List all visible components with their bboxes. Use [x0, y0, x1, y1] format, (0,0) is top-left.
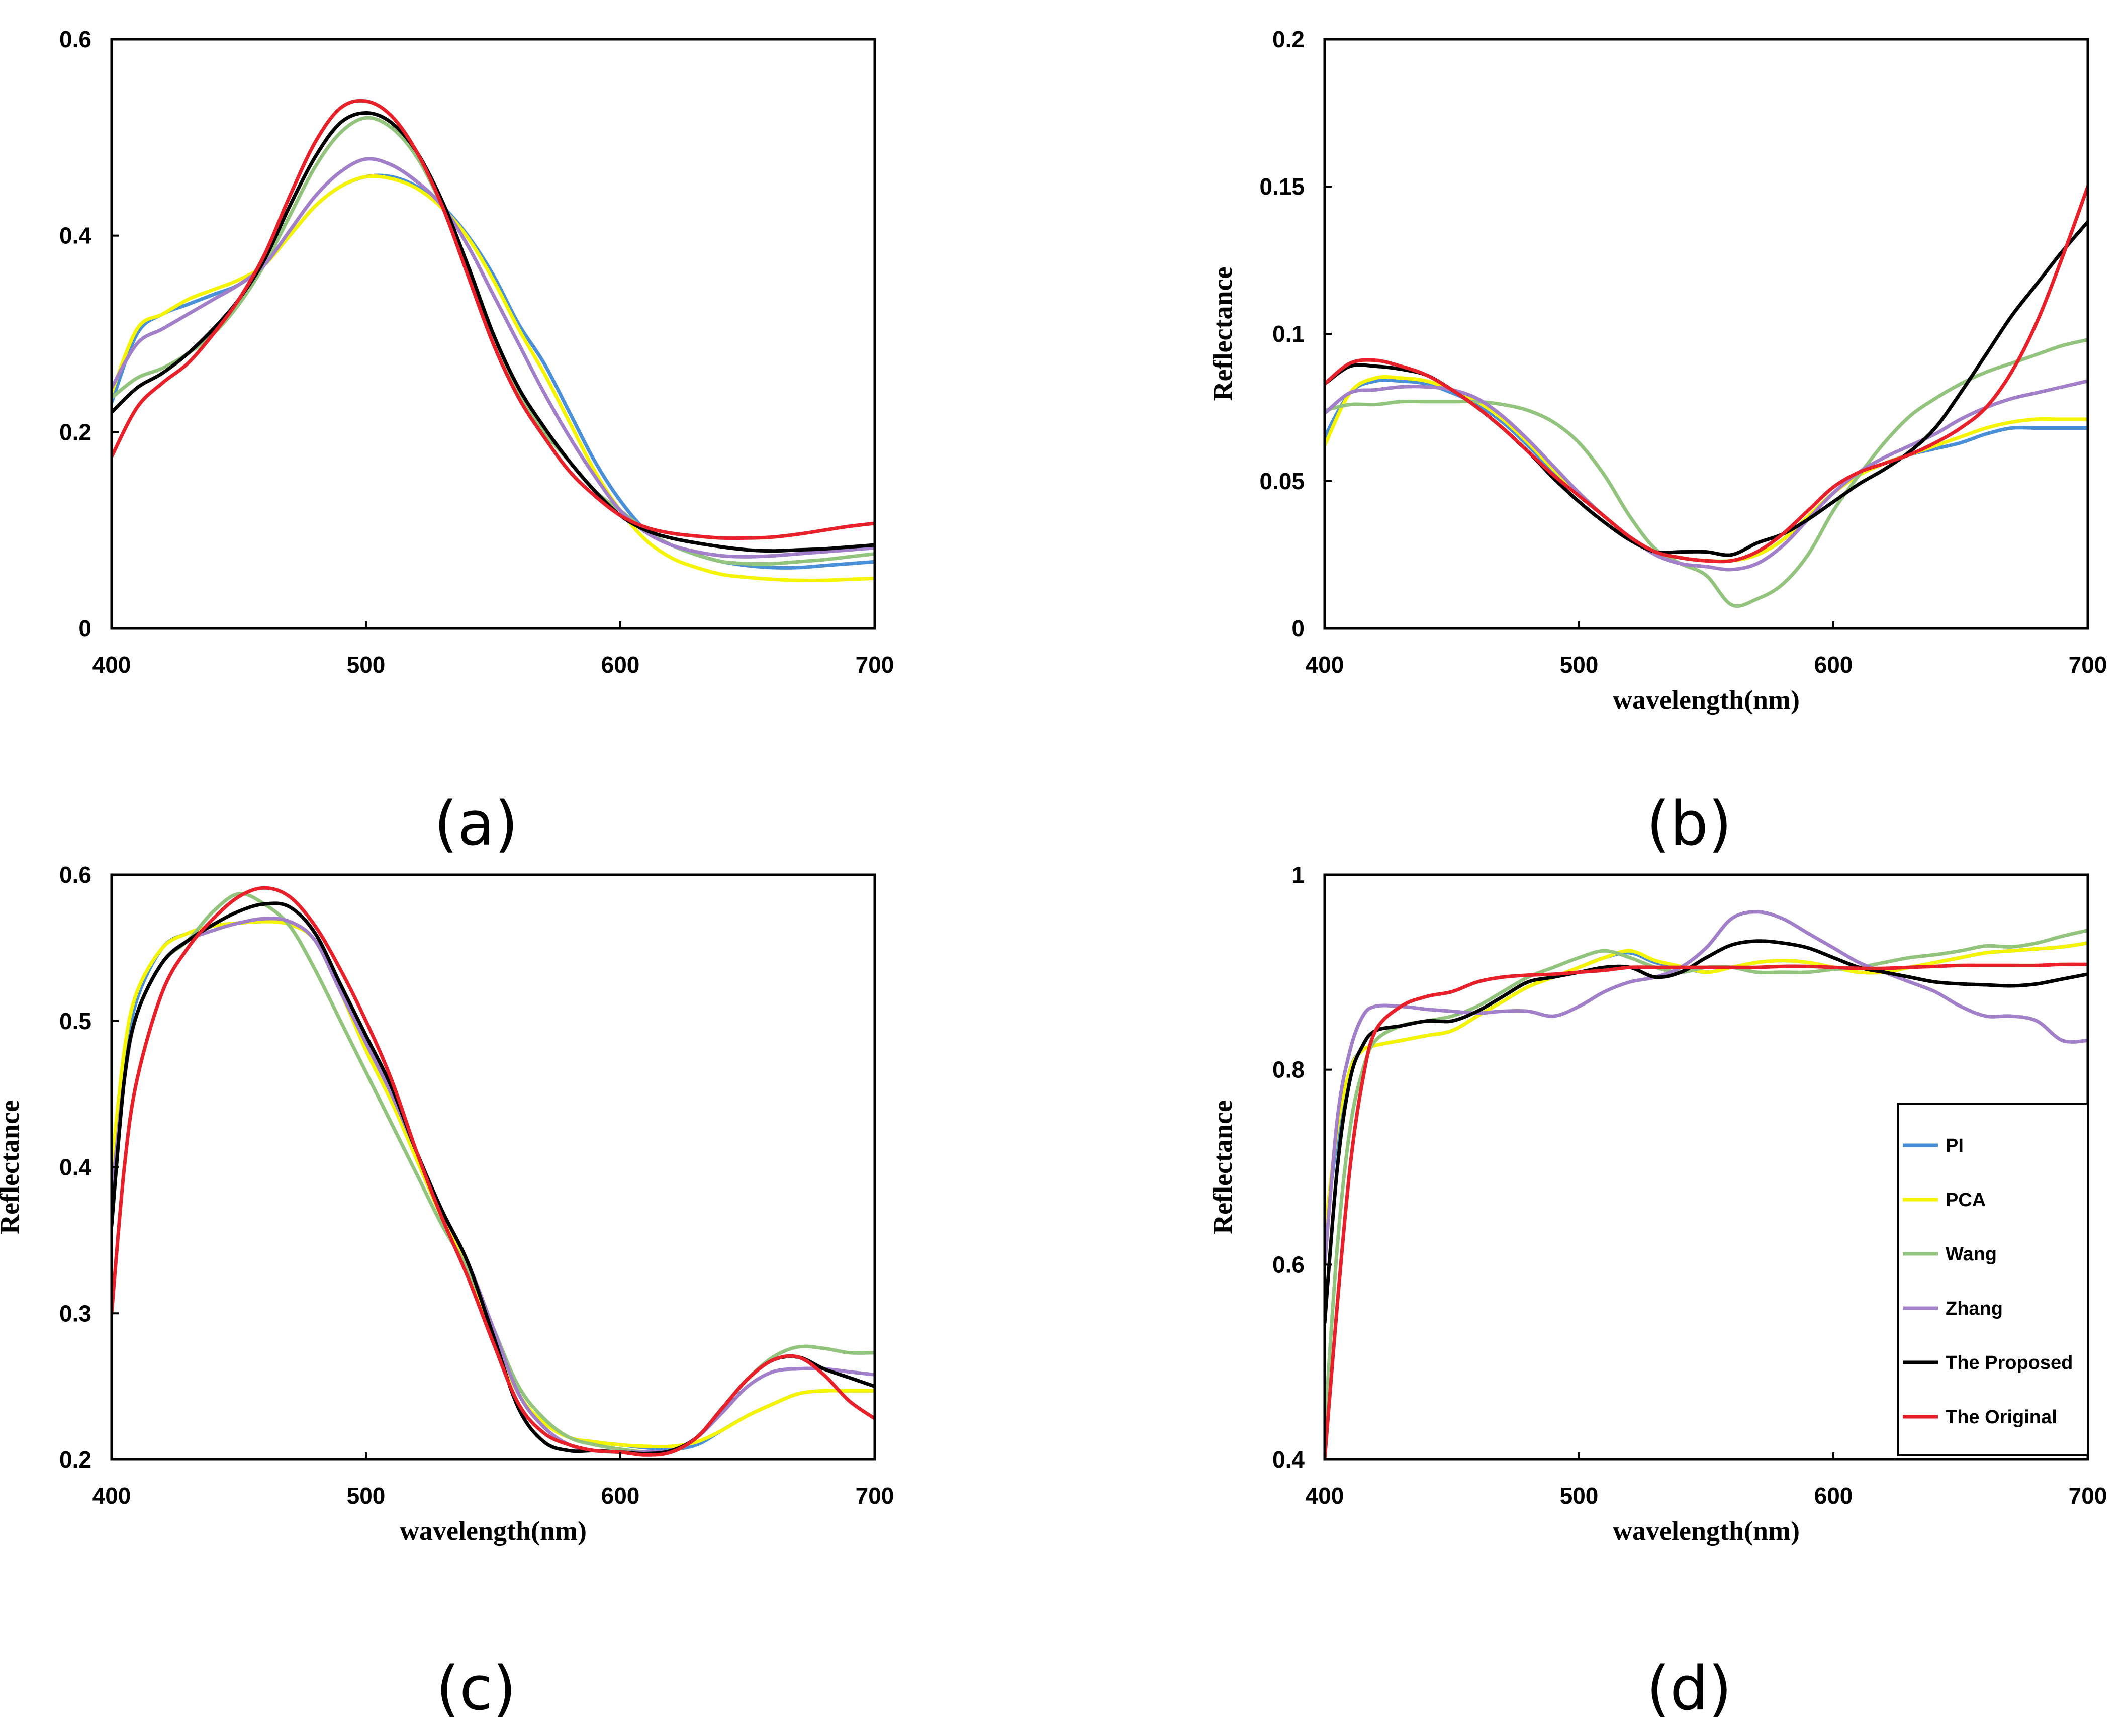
series-line-the-original	[112, 886, 875, 1457]
series-group	[112, 886, 875, 1457]
x-tick-label: 400	[1306, 652, 1344, 678]
y-tick-label: 0.5	[59, 1008, 91, 1034]
x-tick-label: 500	[347, 652, 386, 678]
y-axis-label: Reflectance	[1208, 267, 1238, 401]
series-line-the-proposed	[112, 901, 875, 1455]
y-tick-label: 0.2	[1272, 26, 1305, 52]
plot-frame	[110, 873, 876, 1461]
series-group	[112, 99, 875, 583]
panel-caption: (b)	[1646, 789, 1732, 859]
y-tick-label: 0	[1291, 615, 1305, 642]
plot-frame	[110, 38, 876, 630]
legend-label: PCA	[1946, 1190, 1986, 1211]
panel-caption: (a)	[434, 789, 518, 859]
panel-b: 400 500 600 700 0 0.05 0.1 0.15 0.2 wavelength(nm…	[1208, 26, 2107, 859]
y-tick-label: 0.05	[1259, 468, 1305, 494]
y-tick-label: 1	[1291, 862, 1305, 888]
x-tick-label: 600	[1814, 652, 1853, 678]
y-tick-label: 0.2	[59, 1446, 91, 1473]
x-tick-label: 400	[1306, 1483, 1344, 1509]
series-line-pca	[1325, 375, 2088, 563]
panel-caption: (c)	[436, 1654, 516, 1724]
y-tick-label: 0.6	[1272, 1251, 1305, 1277]
series-line-the-original	[112, 99, 875, 540]
series-line-the-original	[1325, 962, 2088, 1459]
series-line-wang	[1325, 338, 2088, 608]
panel-caption: (d)	[1646, 1654, 1732, 1724]
legend-label: Wang	[1946, 1244, 1997, 1265]
series-line-pca	[112, 174, 875, 583]
x-tick-label: 500	[1560, 1483, 1599, 1509]
y-axis-label: Reflectance	[1208, 1100, 1238, 1234]
y-tick-label: 0	[78, 615, 91, 642]
x-tick-label: 400	[92, 652, 131, 678]
x-tick-label: 700	[2069, 1483, 2107, 1509]
series-line-pi	[1325, 378, 2088, 563]
legend-label: PI	[1946, 1135, 1964, 1156]
y-tick-label: 0.6	[59, 26, 91, 52]
x-tick-label: 700	[856, 1483, 894, 1509]
plot-frame	[1323, 38, 2089, 630]
legend-box	[1897, 1103, 2089, 1456]
y-tick-label: 0.4	[1272, 1446, 1305, 1473]
y-tick-label: 0.8	[1272, 1057, 1305, 1083]
legend-label: Zhang	[1946, 1298, 2003, 1319]
y-tick-label: 0.1	[1272, 321, 1305, 347]
x-tick-label: 500	[1560, 652, 1599, 678]
series-line-pi	[112, 173, 875, 570]
x-axis-label: wavelength(nm)	[400, 1516, 587, 1546]
x-tick-label: 600	[1814, 1483, 1853, 1509]
y-axis-label: Reflectance	[0, 1100, 25, 1234]
legend-label: The Proposed	[1946, 1352, 2073, 1374]
series-line-zhang	[1325, 910, 2088, 1266]
y-tick-label: 0.3	[59, 1300, 91, 1326]
series-line-zhang	[112, 917, 875, 1454]
legend: PI PCA Wang Zhang The Proposed The Original	[1897, 1103, 2089, 1456]
x-tick-label: 700	[2069, 652, 2107, 678]
series-line-the-proposed	[112, 111, 875, 553]
series-line-the-original	[1325, 185, 2088, 564]
y-tick-label: 0.2	[59, 419, 91, 445]
series-group	[1325, 185, 2088, 608]
y-tick-label: 0.15	[1259, 173, 1305, 200]
series-line-zhang	[112, 157, 875, 559]
legend-label: The Original	[1946, 1407, 2057, 1428]
x-tick-label: 600	[601, 1483, 640, 1509]
panel-a: 400 500 600 700 0 0.2 0.4 0.6 (a)	[59, 26, 894, 859]
x-tick-label: 700	[856, 652, 894, 678]
x-axis-label: wavelength(nm)	[1613, 1516, 1800, 1546]
y-tick-label: 0.4	[59, 223, 91, 249]
panel-c: 400 500 600 700 0.2 0.3 0.4 0.5 0.6 wavelength(nm…	[0, 862, 894, 1724]
series-line-pca	[1325, 941, 2088, 1237]
x-tick-label: 500	[347, 1483, 386, 1509]
y-tick-label: 0.4	[59, 1154, 91, 1180]
x-axis-label: wavelength(nm)	[1613, 685, 1800, 715]
y-tick-label: 0.6	[59, 862, 91, 888]
series-group	[1325, 910, 2088, 1459]
series-line-zhang	[1325, 379, 2088, 572]
x-tick-label: 400	[92, 1483, 131, 1509]
x-tick-label: 600	[601, 652, 640, 678]
